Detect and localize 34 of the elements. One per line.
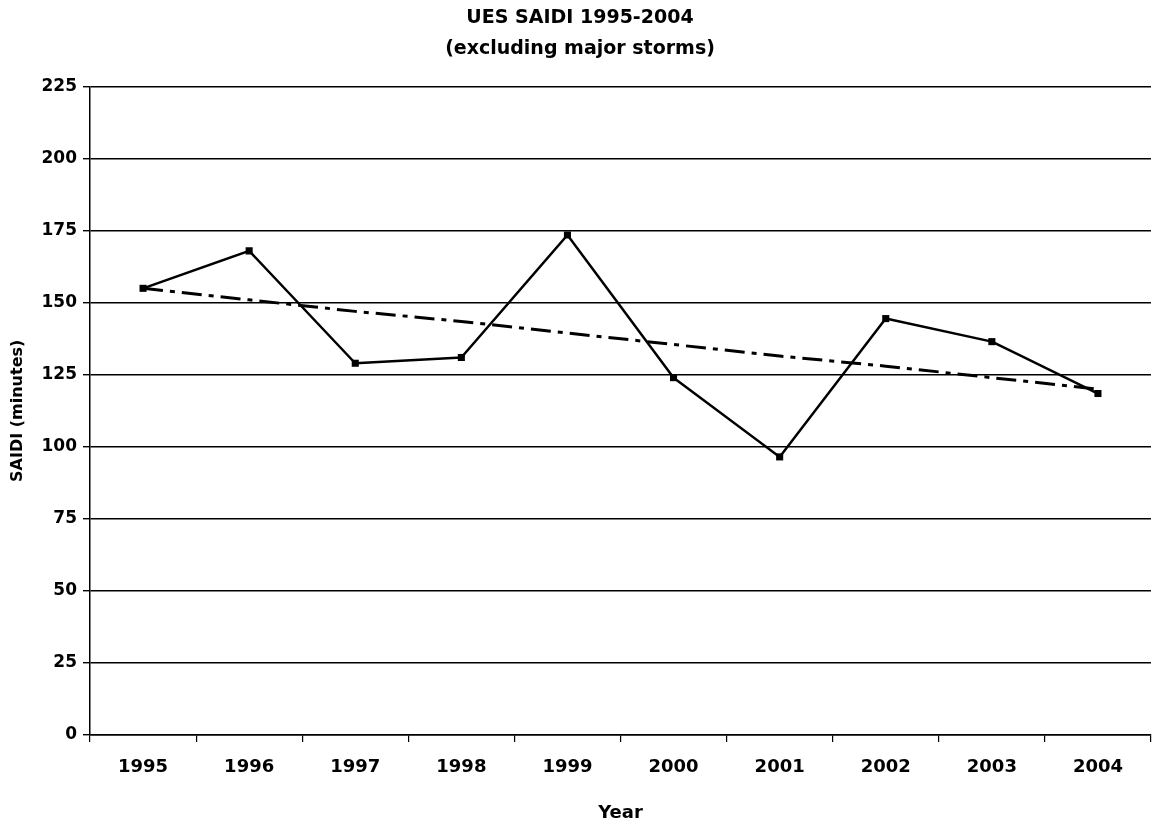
- y-tick-label: 100: [41, 435, 78, 456]
- y-tick-label: 75: [53, 507, 77, 528]
- point: [457, 353, 465, 362]
- point: [1094, 389, 1102, 398]
- point: [563, 231, 571, 239]
- y-tick-label: 175: [41, 219, 77, 240]
- point: [139, 284, 147, 292]
- x-tick-label: 2001: [754, 755, 805, 777]
- y-tick-label: 225: [41, 75, 77, 96]
- y-tick-label: 200: [41, 147, 78, 168]
- x-tick-label: 2004: [1072, 755, 1123, 777]
- point: [776, 453, 784, 461]
- x-tick-label: 1999: [542, 755, 593, 777]
- x-tick-label: 2002: [860, 755, 911, 777]
- y-tick-label: 0: [65, 723, 78, 744]
- x-tick-label: 2003: [966, 755, 1017, 777]
- y-tick-label: 50: [53, 579, 78, 600]
- x-tick-label: 1997: [330, 755, 381, 777]
- chart-title: UES SAIDI 1995-2004: [466, 5, 694, 28]
- x-tick-label: 2000: [648, 755, 699, 777]
- point: [351, 359, 359, 367]
- chart-subtitle: (excluding major storms): [445, 36, 715, 59]
- point: [882, 315, 890, 323]
- x-tick-label: 1996: [224, 755, 275, 777]
- x-tick-label: 1995: [118, 755, 169, 777]
- y-axis-title: SAIDI (minutes): [6, 339, 26, 482]
- y-tick-label: 125: [41, 363, 77, 384]
- y-tick-label: 25: [53, 651, 77, 672]
- point: [245, 247, 253, 255]
- x-axis-title: Year: [597, 800, 643, 822]
- point: [988, 338, 996, 346]
- y-tick-label: 150: [41, 291, 78, 312]
- x-tick-label: 1998: [436, 755, 487, 777]
- point: [670, 374, 678, 382]
